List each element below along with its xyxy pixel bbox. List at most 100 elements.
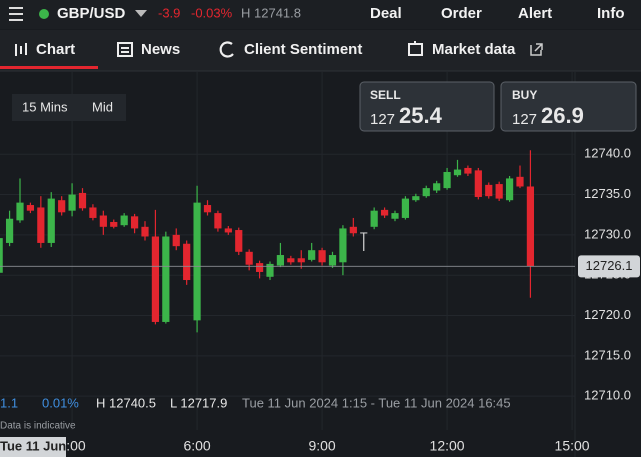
sentiment-icon	[219, 41, 234, 58]
day-high: H 12741.8	[241, 5, 301, 20]
stat-change-pct: 0.01%	[42, 395, 79, 410]
candle-body	[172, 234, 180, 247]
note: Data is indicative	[0, 421, 76, 432]
tab[interactable]: Chart	[36, 41, 75, 58]
candle-body	[151, 236, 160, 322]
candles	[0, 150, 535, 333]
candle-body	[224, 228, 232, 233]
x-tick-label: 15:00	[555, 438, 590, 454]
active-tab-indicator	[0, 66, 98, 69]
buy-price-prefix: 127	[512, 111, 537, 128]
candle-body	[110, 221, 118, 227]
candle-body	[391, 213, 399, 219]
candle-body	[245, 251, 253, 265]
candle-body	[526, 186, 535, 267]
candle-body	[141, 226, 149, 237]
x-tick-label: 12:00	[430, 438, 465, 454]
chart-icon	[15, 43, 27, 56]
menu-item[interactable]: Alert	[518, 5, 552, 22]
candle-body	[495, 184, 503, 199]
candle-body	[120, 215, 128, 226]
candle-body	[58, 200, 66, 213]
candle-body	[203, 205, 212, 213]
controls	[12, 94, 126, 121]
candle-body	[370, 210, 378, 227]
stat-change: 1.1	[0, 395, 18, 410]
y-tick-label: 12715.0	[584, 347, 631, 362]
candle-body	[318, 250, 326, 263]
candle-body	[162, 236, 170, 322]
y-tick-label: 12735.0	[584, 186, 631, 201]
candle-body	[266, 263, 274, 277]
candle-body	[349, 226, 357, 234]
buy-button[interactable]	[500, 81, 637, 132]
tab[interactable]: News	[141, 41, 180, 58]
stat-low: L 12717.9	[170, 395, 227, 410]
y-tick-label: 12720.0	[584, 307, 631, 322]
candle-body	[130, 216, 139, 229]
candle-body	[37, 207, 45, 243]
sell-price-prefix: 127	[370, 111, 395, 128]
price-type-button[interactable]: Mid	[92, 99, 113, 114]
interval-button[interactable]: 15 Mins	[22, 99, 68, 114]
date-label-box	[0, 437, 66, 457]
candle-body	[287, 258, 295, 263]
symbol[interactable]: GBP/USD	[57, 5, 126, 22]
sell-label: SELL	[370, 88, 401, 102]
candle-body	[0, 238, 3, 273]
candle-body	[78, 192, 87, 209]
candle-body	[183, 243, 191, 281]
candle-body	[443, 171, 451, 189]
change-pct: -0.03%	[191, 5, 233, 20]
candle-body	[235, 230, 243, 252]
sell-button[interactable]	[359, 81, 495, 132]
market-icon	[408, 41, 423, 56]
candle-body	[89, 207, 97, 218]
candle-body	[16, 202, 24, 221]
change: -3.9	[158, 5, 180, 20]
axes: 12710.012715.012720.012725.012730.012735…	[0, 146, 640, 454]
x-tick-label: 9:00	[308, 438, 335, 454]
buy-price-main: 26.9	[541, 103, 584, 128]
last-price-box	[578, 255, 640, 278]
top-bar	[0, 0, 641, 29]
menu-item[interactable]: Order	[441, 5, 482, 22]
y-tick-label: 12710.0	[584, 388, 631, 403]
candle-body	[505, 178, 514, 201]
date-label: Tue 11 Jun	[0, 438, 66, 453]
candle-body	[297, 258, 305, 263]
menu-item[interactable]: Info	[597, 5, 625, 22]
external-link-icon	[530, 43, 543, 56]
candle-body	[380, 209, 389, 216]
status-dot	[39, 9, 49, 19]
candle-body	[339, 228, 347, 263]
candle-body	[433, 183, 441, 191]
candle-body	[474, 170, 482, 197]
date-box: Tue 11 Jun	[0, 437, 66, 457]
tab[interactable]: Client Sentiment	[244, 41, 362, 58]
candle-body	[412, 196, 420, 201]
news-icon	[117, 42, 133, 57]
candle-body	[328, 255, 337, 266]
y-tick-label: 12740.0	[584, 146, 631, 161]
candle-body	[276, 255, 285, 266]
candle-body	[464, 167, 472, 174]
candle-body	[68, 194, 76, 211]
candle-body	[308, 250, 316, 260]
candle-body	[26, 205, 35, 211]
symbol-dropdown[interactable]	[135, 10, 147, 17]
stat-range: Tue 11 Jun 2024 1:15 - Tue 11 Jun 2024 1…	[242, 395, 511, 410]
stat-high: H 12740.5	[96, 395, 156, 410]
candle-body	[516, 176, 524, 187]
candle-body	[5, 218, 14, 243]
tab[interactable]: Market data	[432, 41, 516, 58]
x-tick-label: 6:00	[183, 438, 210, 454]
menu-item[interactable]: Deal	[370, 5, 402, 22]
candle-body	[214, 213, 222, 229]
candle-body	[193, 202, 201, 321]
candle-body	[99, 215, 107, 227]
menu-icon[interactable]	[9, 7, 23, 21]
candle-body	[485, 184, 493, 197]
